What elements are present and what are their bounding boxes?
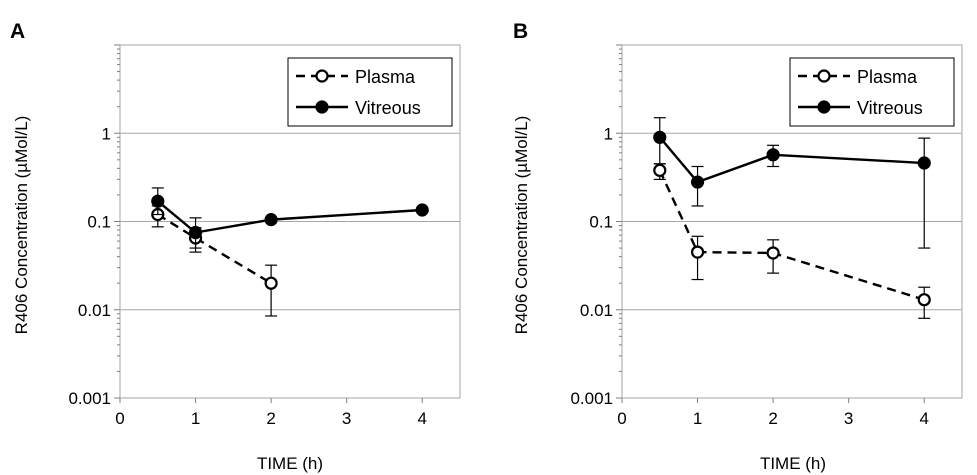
panel-a-y-axis-title: R406 Concentration (µMol/L) xyxy=(12,116,31,335)
panel-b-x-tick-label: 4 xyxy=(919,409,928,428)
panel-b-y-tick-label: 0.001 xyxy=(570,389,613,408)
panel-a-vitreous-line xyxy=(157,200,423,234)
panel-a-vitreous-point xyxy=(188,225,203,240)
panel-b-plasma-point xyxy=(653,163,667,177)
panel-b-x-tick-label: 0 xyxy=(617,409,626,428)
panel-a-y-tick-label: 0.001 xyxy=(68,389,111,408)
panel-a-x-axis-title: TIME (h) xyxy=(257,454,323,473)
panel-b-vitreous-point xyxy=(917,156,931,170)
panel-a-legend-plasma-marker xyxy=(315,69,329,83)
panel-b-y-tick-label: 1 xyxy=(604,124,613,143)
panel-a-legend-vitreous-marker xyxy=(315,100,329,114)
panel-a-vitreous-point xyxy=(415,203,429,217)
panel-a-vitreous-point xyxy=(151,194,165,208)
panel-b-plasma-line xyxy=(658,169,925,301)
panel-b-y-axis-title: R406 Concentration (µMol/L) xyxy=(512,116,531,335)
panel-a-plasma-point xyxy=(264,276,278,290)
panel-b-plasma-point xyxy=(917,293,931,307)
panel-b-vitreous-point xyxy=(690,175,705,189)
panel-a-y-tick-label: 1 xyxy=(102,124,111,143)
panel-b-x-tick-label: 3 xyxy=(844,409,853,428)
panel-a-plasma-line xyxy=(157,213,272,285)
panel-b-x-axis-title: TIME (h) xyxy=(760,454,826,473)
panel-b-y-tick-label: 0.01 xyxy=(580,301,613,320)
panel-a-y-tick-label: 0.1 xyxy=(87,213,111,232)
panel-b-plot-area: 0 1 2 3 4 0.001 0.01 0.1 1 Plasma Vitreous xyxy=(570,44,963,428)
panel-a-legend-plasma-label: Plasma xyxy=(355,67,416,87)
panel-b-y-tick-label: 0.1 xyxy=(589,213,613,232)
panel-b-plasma-point xyxy=(766,246,780,260)
panel-a-legend-box xyxy=(287,57,453,127)
panel-b-label: B xyxy=(513,20,528,43)
panel-a: A TIME (h) R406 Concentration (µMol/L) 0… xyxy=(10,20,461,473)
panel-a-legend-vitreous-label: Vitreous xyxy=(355,98,421,118)
panel-b-legend-vitreous-marker xyxy=(817,100,831,114)
panel-b-x-tick-label: 2 xyxy=(768,409,777,428)
panel-a-vitreous-point xyxy=(264,213,278,227)
panel-b-vitreous-line xyxy=(658,136,925,184)
panel-a-x-tick-label: 2 xyxy=(266,409,275,428)
panel-a-label: A xyxy=(10,20,25,43)
panel-b-x-tick-label: 1 xyxy=(693,409,702,428)
panel-a-plot-area: 0 1 2 3 4 0.001 0.01 0.1 1 Plasma Vitreous xyxy=(68,44,461,428)
panel-a-x-tick-label: 1 xyxy=(191,409,200,428)
panel-a-x-tick-label: 3 xyxy=(342,409,351,428)
panel-b-vitreous-point xyxy=(766,148,780,162)
panel-b-legend-vitreous-label: Vitreous xyxy=(857,98,923,118)
panel-a-x-tick-label: 4 xyxy=(417,409,426,428)
panel-b-vitreous-point xyxy=(653,130,667,144)
panel-b-legend-plasma-marker xyxy=(817,69,831,83)
panel-a-x-tick-label: 0 xyxy=(115,409,124,428)
panel-b: B TIME (h) R406 Concentration (µMol/L) 0… xyxy=(512,20,963,473)
panel-b-plasma-point xyxy=(690,245,705,259)
panel-a-y-tick-label: 0.01 xyxy=(78,301,111,320)
panel-b-legend-box xyxy=(789,57,955,127)
panel-b-legend-plasma-label: Plasma xyxy=(857,67,918,87)
